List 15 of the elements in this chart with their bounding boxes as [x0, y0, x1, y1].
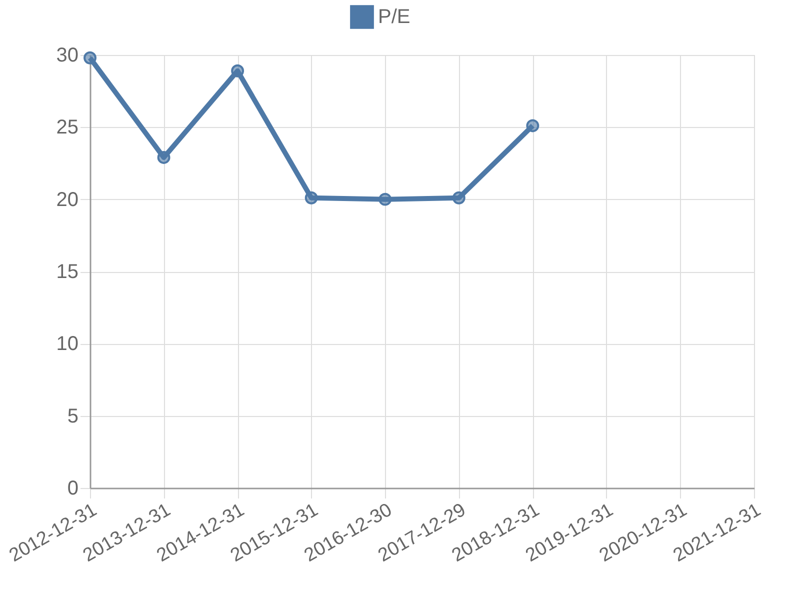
- point: [452, 191, 466, 204]
- point: [231, 64, 244, 78]
- y-tick-label: 30: [56, 44, 78, 66]
- point: [378, 192, 392, 206]
- y-tick-label: 15: [56, 261, 78, 283]
- y-tick-label: 10: [56, 333, 78, 356]
- y-tick-label: 5: [67, 405, 78, 428]
- legend-label: P/E: [378, 6, 410, 28]
- y-tick-label: 0: [67, 478, 78, 500]
- y-tick-label: 25: [56, 116, 78, 139]
- point: [526, 119, 540, 132]
- y-tick-label: 20: [56, 188, 78, 211]
- point: [84, 51, 96, 64]
- point: [157, 151, 170, 164]
- point: [304, 191, 318, 204]
